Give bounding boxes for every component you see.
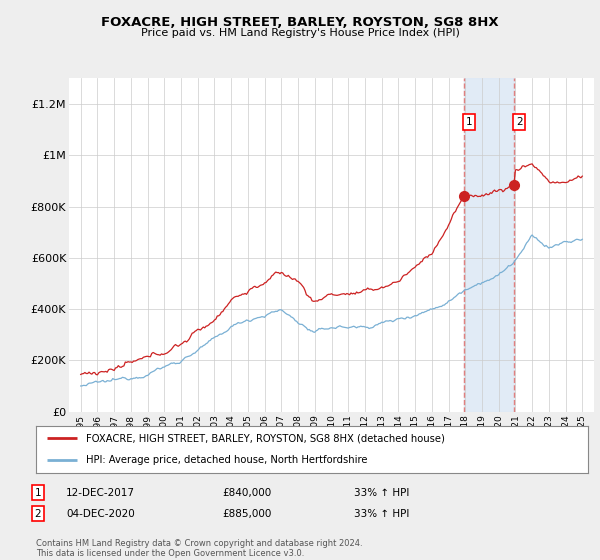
Text: £885,000: £885,000 [222,508,271,519]
Text: Price paid vs. HM Land Registry's House Price Index (HPI): Price paid vs. HM Land Registry's House … [140,28,460,38]
Text: 33% ↑ HPI: 33% ↑ HPI [354,508,409,519]
Text: 2: 2 [34,508,41,519]
Text: 2: 2 [516,117,523,127]
Text: FOXACRE, HIGH STREET, BARLEY, ROYSTON, SG8 8HX (detached house): FOXACRE, HIGH STREET, BARLEY, ROYSTON, S… [86,433,445,444]
Text: FOXACRE, HIGH STREET, BARLEY, ROYSTON, SG8 8HX: FOXACRE, HIGH STREET, BARLEY, ROYSTON, S… [101,16,499,29]
Text: £840,000: £840,000 [222,488,271,498]
Bar [464,78,514,412]
Text: 12-DEC-2017: 12-DEC-2017 [66,488,135,498]
Text: HPI: Average price, detached house, North Hertfordshire: HPI: Average price, detached house, Nort… [86,455,367,465]
Text: 04-DEC-2020: 04-DEC-2020 [66,508,135,519]
Text: 1: 1 [466,117,472,127]
Text: 1: 1 [34,488,41,498]
Text: 33% ↑ HPI: 33% ↑ HPI [354,488,409,498]
Text: Contains HM Land Registry data © Crown copyright and database right 2024.
This d: Contains HM Land Registry data © Crown c… [36,539,362,558]
